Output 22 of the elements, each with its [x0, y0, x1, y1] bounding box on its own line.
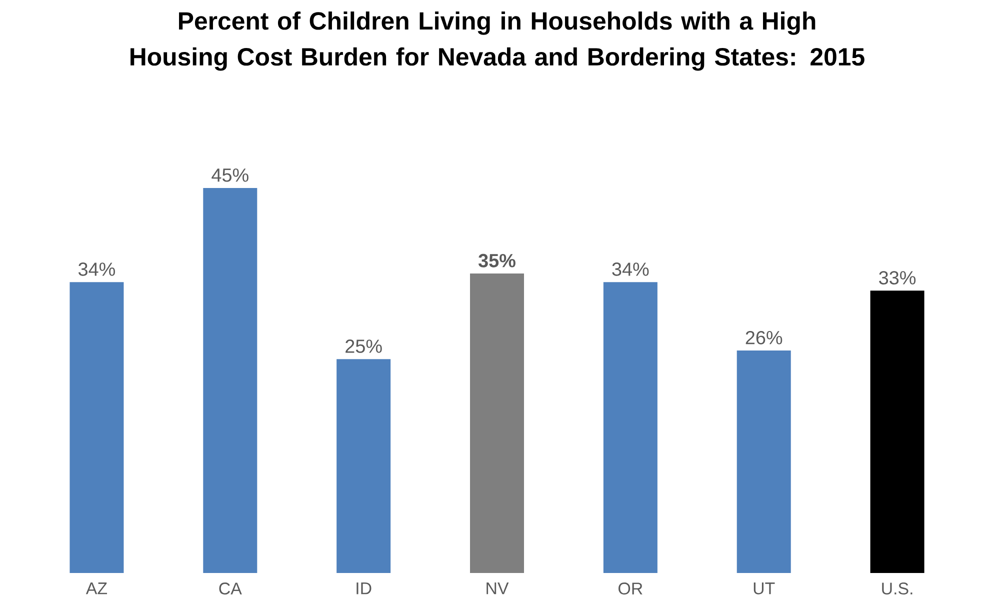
data-label: 25% [346, 340, 382, 353]
bar [470, 274, 524, 573]
data-label: 26% [746, 330, 782, 344]
bar [203, 188, 258, 573]
bar [336, 359, 391, 573]
bar [736, 350, 791, 573]
data-label: 33% [879, 271, 916, 284]
x-tick-label: CA [219, 582, 242, 595]
chart-title: Percent of Children Living in Households with a High Housing Cost Burden for Nevada and Bordering States: 2015 [130, 12, 864, 71]
data-label: 34% [78, 262, 115, 276]
data-label: 45% [212, 168, 248, 182]
x-tick-label: U.S. [882, 582, 912, 595]
data-label: 35% [478, 254, 516, 268]
x-tick-label: OR [618, 582, 642, 595]
data-label: 34% [612, 262, 649, 276]
x-tick-label: UT [754, 582, 775, 594]
bar [70, 282, 124, 573]
x-tick-label: ID [356, 582, 372, 594]
x-tick-label: NV [486, 582, 509, 594]
x-tick-label: AZ [86, 582, 108, 594]
bar [870, 290, 924, 573]
bar [603, 282, 658, 573]
